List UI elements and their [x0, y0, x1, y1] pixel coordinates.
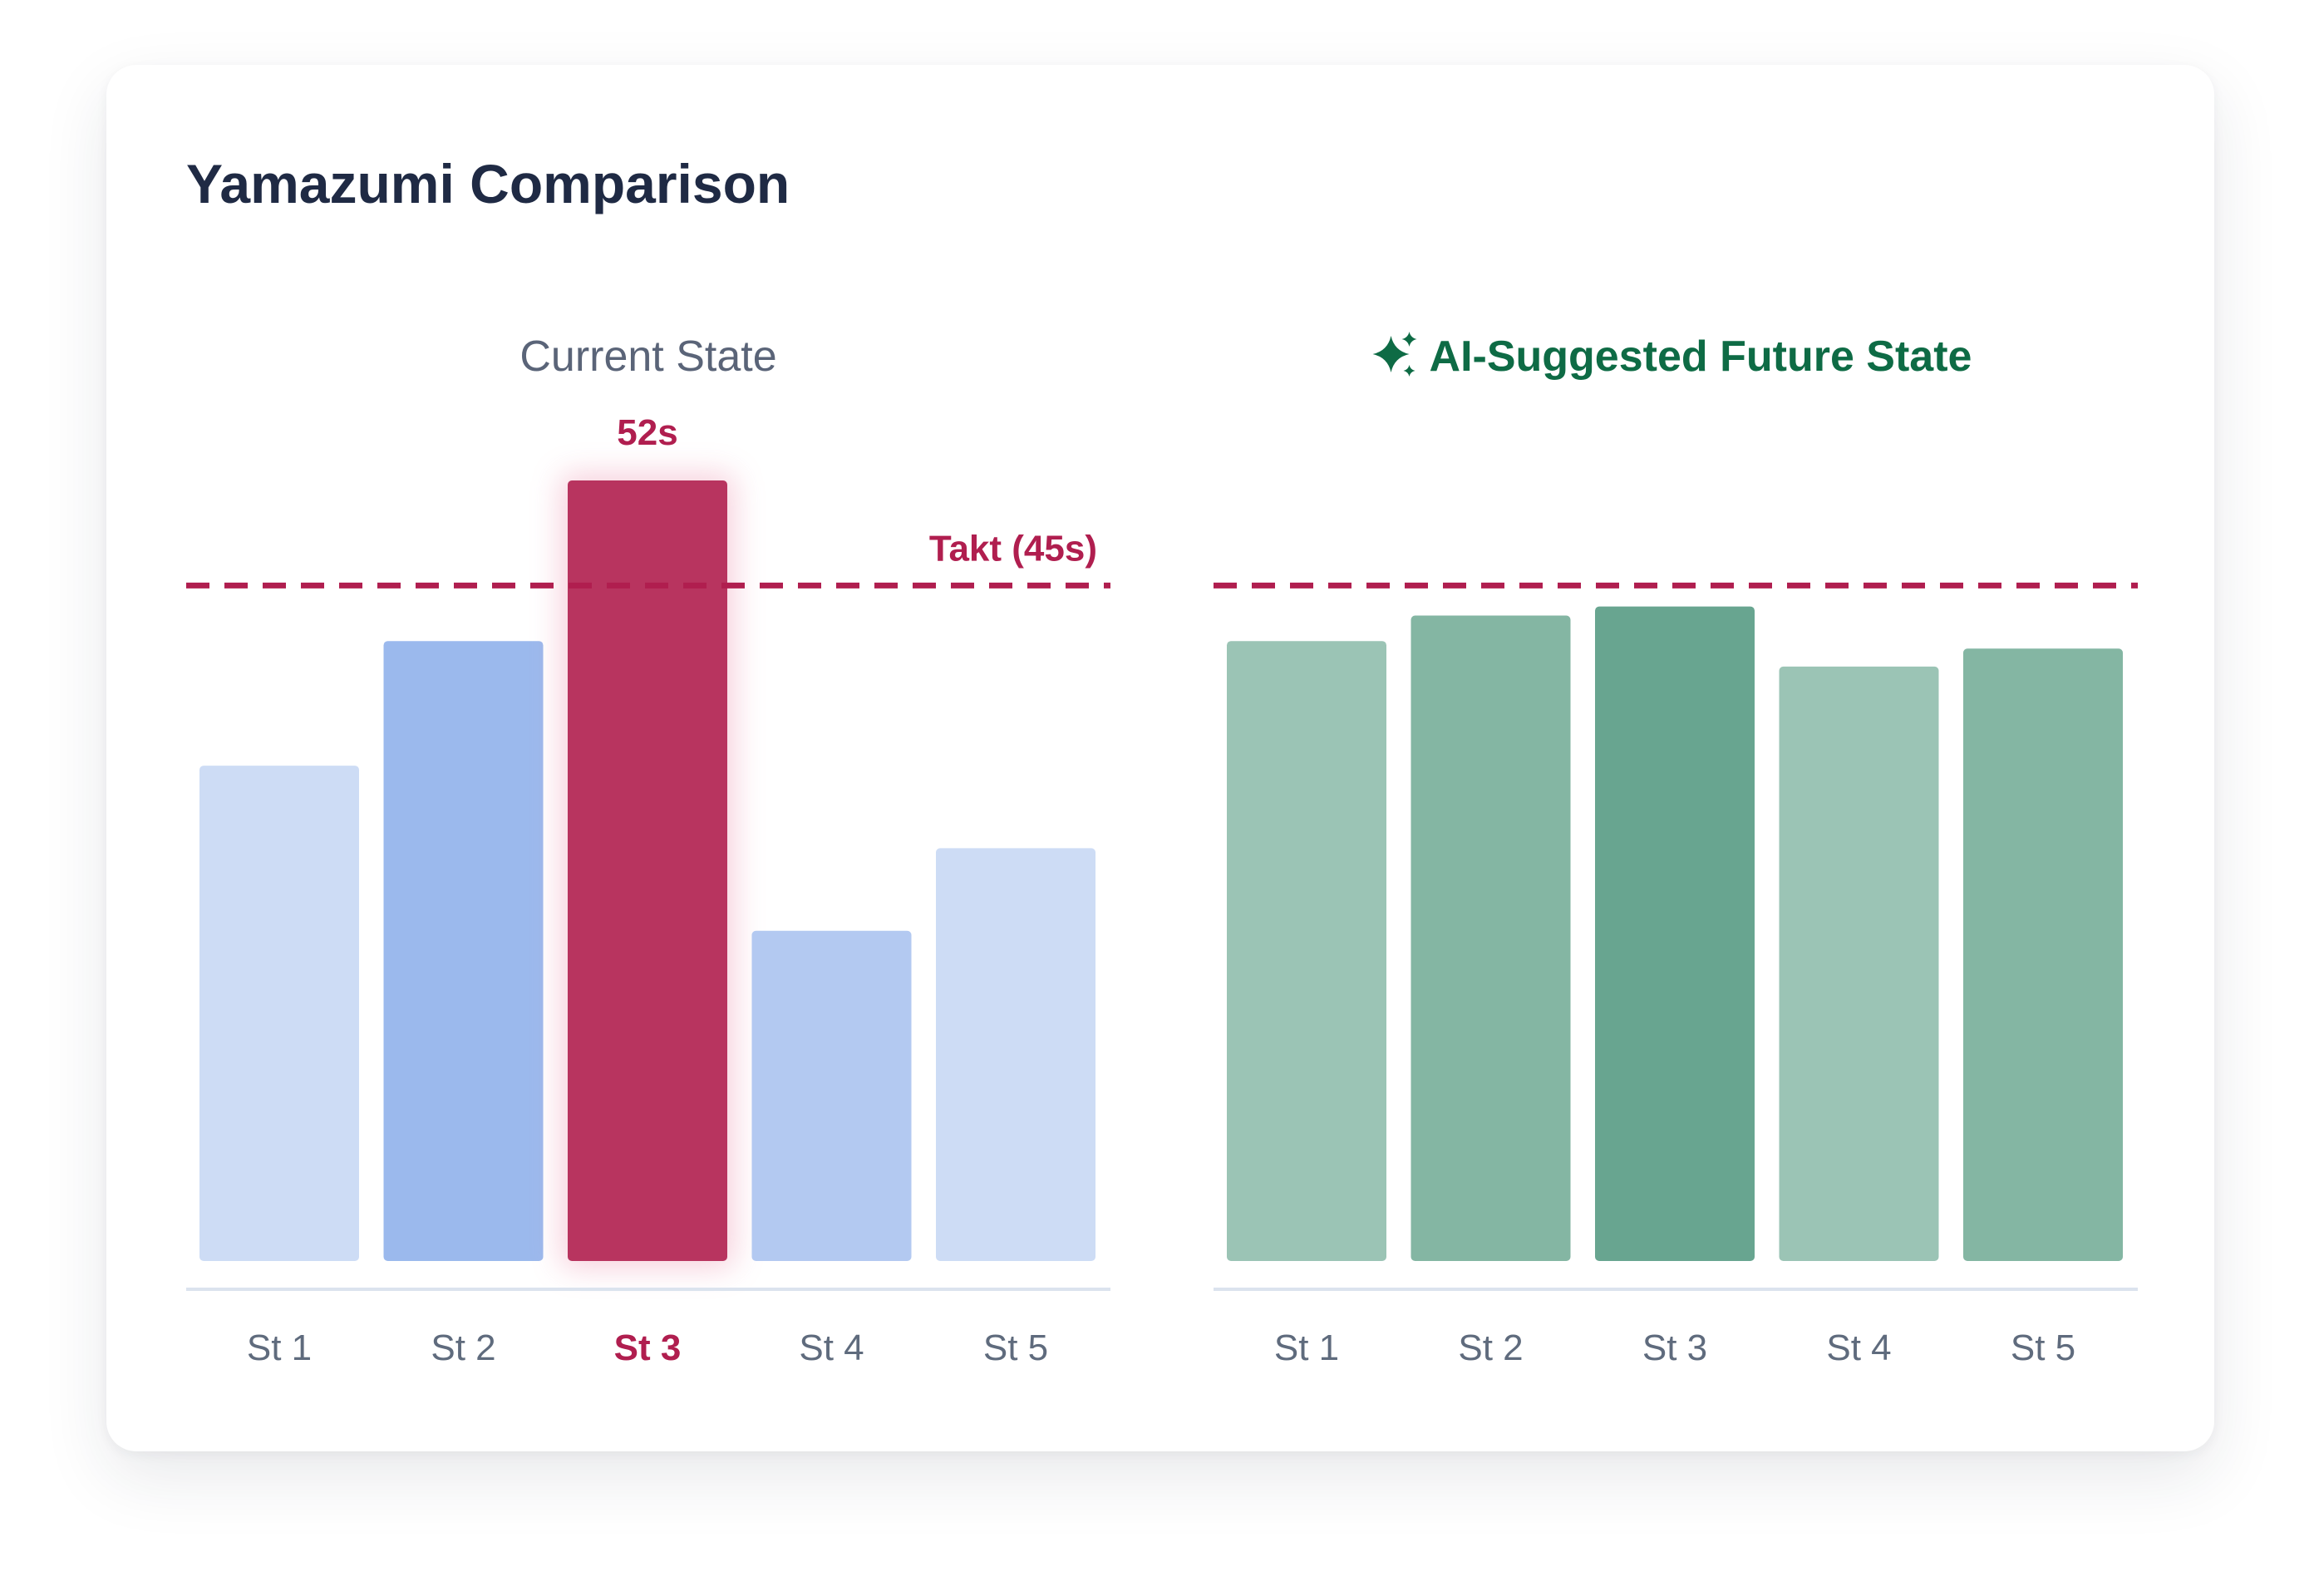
x-tick-label: St 5 [983, 1328, 1048, 1368]
x-tick-label: St 5 [2011, 1328, 2075, 1368]
x-tick-label: St 3 [1642, 1328, 1707, 1368]
current-bar-st-2 [383, 641, 544, 1261]
current-state-title: Current State [519, 332, 776, 381]
current-state-panel: Current State 52s Takt (45s) St 1 St 2 St 3 St… [186, 332, 1110, 1368]
current-bar-st-3 [568, 480, 727, 1261]
current-bar-st-4 [751, 930, 912, 1261]
takt-label: Takt (45s) [929, 528, 1097, 569]
current-bar-st-5 [936, 848, 1095, 1261]
current-bar-st-1 [199, 766, 359, 1261]
future-bar-st-2 [1411, 615, 1571, 1261]
future-bar-st-4 [1779, 666, 1939, 1261]
future-bar-st-1 [1227, 641, 1386, 1261]
x-tick-label: St 4 [1826, 1328, 1891, 1368]
x-tick-label: St 1 [1274, 1328, 1339, 1368]
sparkle-icon [1372, 332, 1417, 377]
x-tick-label: St 1 [247, 1328, 312, 1368]
future-bar-st-5 [1963, 648, 2123, 1261]
future-state-title: AI-Suggested Future State [1430, 332, 1972, 381]
future-bar-st-3 [1595, 606, 1755, 1261]
x-tick-label: St 3 [614, 1328, 682, 1368]
x-tick-label: St 2 [1458, 1328, 1523, 1368]
bar-value-label: 52s [617, 412, 677, 453]
page-title: Yamazumi Comparison [186, 153, 790, 214]
x-tick-label: St 4 [799, 1328, 864, 1368]
x-tick-label: St 2 [431, 1328, 495, 1368]
future-state-panel: AI-Suggested Future State St 1 St 2 St 3 St … [1214, 332, 2138, 1368]
